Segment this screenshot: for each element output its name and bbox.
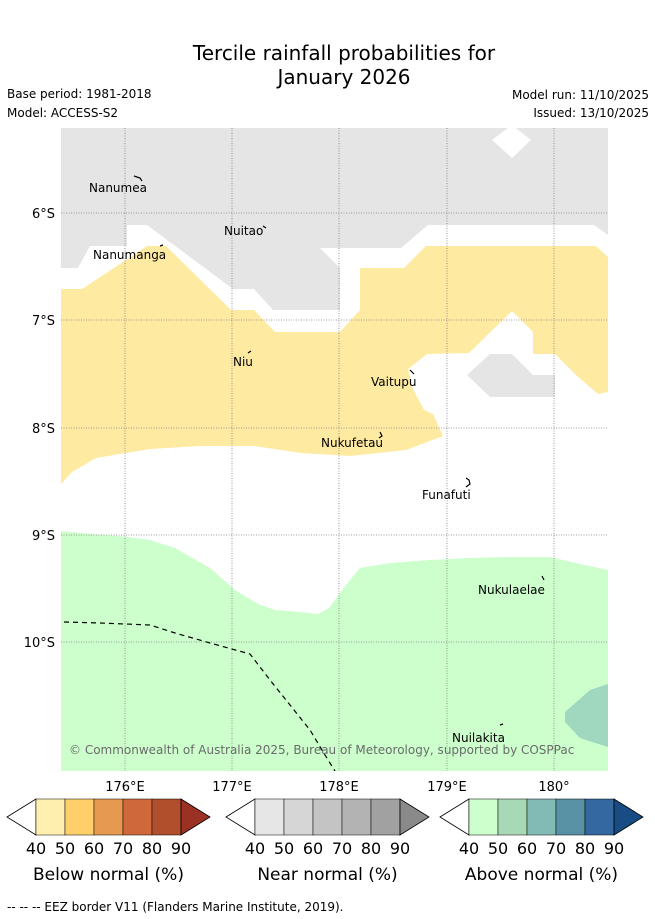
lon-label-176e: 176°E [105,780,145,795]
place-nukulaelae: Nukulaelae [478,583,545,597]
colorbar-tick-label: 50 [488,839,508,858]
colorbar-tick-label: 70 [546,839,566,858]
model-run: Model run: 11/10/2025 [511,88,649,102]
colorbar-segment [151,798,182,836]
eez-footer-note: -- -- -- EEZ border V11 (Flanders Marine… [7,900,344,914]
place-nanumea: Nanumea [89,181,147,195]
colorbar-segment [341,798,372,836]
place-labels: Nanumea Nuitao Nanumanga Niu Vaitupu Nuk… [89,181,545,745]
below-normal-region [61,246,608,484]
colorbar-caption: Above normal (%) [465,865,618,885]
colorbar-extend-low [439,798,470,836]
colorbar-tick-label: 40 [26,839,46,858]
lat-labels: 6°S 7°S 8°S 9°S 10°S [24,207,55,651]
colorbar-caption: Below normal (%) [33,865,184,885]
near-normal-region [61,128,608,310]
colorbar-tick-label: 60 [303,839,323,858]
near-normal-patch [492,128,531,158]
colorbar-segment [35,798,66,836]
lat-label-7s: 7°S [32,314,55,329]
colorbar-tick-label: 90 [604,839,624,858]
place-niu: Niu [233,355,253,369]
place-nanumanga: Nanumanga [93,248,166,262]
colorbar-extend-low [225,798,256,836]
eez-border [63,621,336,771]
colorbar-segment [64,798,95,836]
colorbar-tick-label: 60 [84,839,104,858]
near-normal-patch-east [467,354,555,397]
colorbar-tick-label: 60 [517,839,537,858]
gridlines [61,128,608,771]
colorbar-legends: 40 50 60 70 80 90 Below normal (%) 40 50 60 70 80 90… [6,798,644,885]
lat-label-6s: 6°S [32,207,55,222]
colorbar-tick-label: 50 [274,839,294,858]
colorbar-tick-label: 90 [390,839,410,858]
colorbar-tick-label: 40 [459,839,479,858]
title-line-2: January 2026 [277,65,411,89]
colorbar-segment [312,798,343,836]
colorbar-segment [122,798,153,836]
colorbar-segment [497,798,528,836]
colorbar-tick-label: 70 [113,839,133,858]
above-normal-60-region [565,684,608,747]
colorbar-segment [370,798,401,836]
place-nukufetau: Nukufetau [321,436,383,450]
colorbar-caption: Near normal (%) [257,865,397,885]
place-nuilakita: Nuilakita [452,731,505,745]
model-name: Model: ACCESS-S2 [7,106,119,120]
lat-label-10s: 10°S [24,636,55,651]
island-marks [133,175,545,726]
colorbar-tick-label: 70 [332,839,352,858]
lon-label-177e: 177°E [212,780,252,795]
colorbar-segment [468,798,499,836]
issued-date: Issued: 13/10/2025 [533,106,649,120]
title-line-1: Tercile rainfall probabilities for [192,41,496,65]
colorbar-extend-high [613,798,644,836]
lat-label-9s: 9°S [32,529,55,544]
colorbar-extend-low [6,798,37,836]
colorbar-segment [283,798,314,836]
place-nuitao: Nuitao [224,224,263,238]
lon-labels: 176°E 177°E 178°E 179°E 180° [105,780,569,795]
colorbar-tick-label: 40 [245,839,265,858]
lat-label-8s: 8°S [32,422,55,437]
place-vaitupu: Vaitupu [371,375,417,389]
colorbar-tick-label: 80 [142,839,162,858]
place-funafuti: Funafuti [422,488,471,502]
copyright: © Commonwealth of Australia 2025, Bureau… [69,743,574,757]
colorbar-segment [526,798,557,836]
lon-label-179e: 179°E [427,780,467,795]
above-normal-region [61,531,608,771]
lon-label-178e: 178°E [319,780,359,795]
lon-label-180: 180° [538,780,569,795]
colorbar-segment [555,798,586,836]
colorbar-0: 40 50 60 70 80 90 Below normal (%) [6,798,211,885]
colorbar-tick-label: 80 [361,839,381,858]
colorbar-2: 40 50 60 70 80 90 Above normal (%) [439,798,644,885]
colorbar-extend-high [180,798,211,836]
colorbar-segment [584,798,615,836]
base-period: Base period: 1981-2018 [7,87,152,101]
colorbar-tick-label: 80 [575,839,595,858]
colorbar-segment [93,798,124,836]
colorbar-tick-label: 90 [171,839,191,858]
colorbar-1: 40 50 60 70 80 90 Near normal (%) [225,798,430,885]
colorbar-tick-label: 50 [55,839,75,858]
colorbar-extend-high [399,798,430,836]
colorbar-segment [254,798,285,836]
